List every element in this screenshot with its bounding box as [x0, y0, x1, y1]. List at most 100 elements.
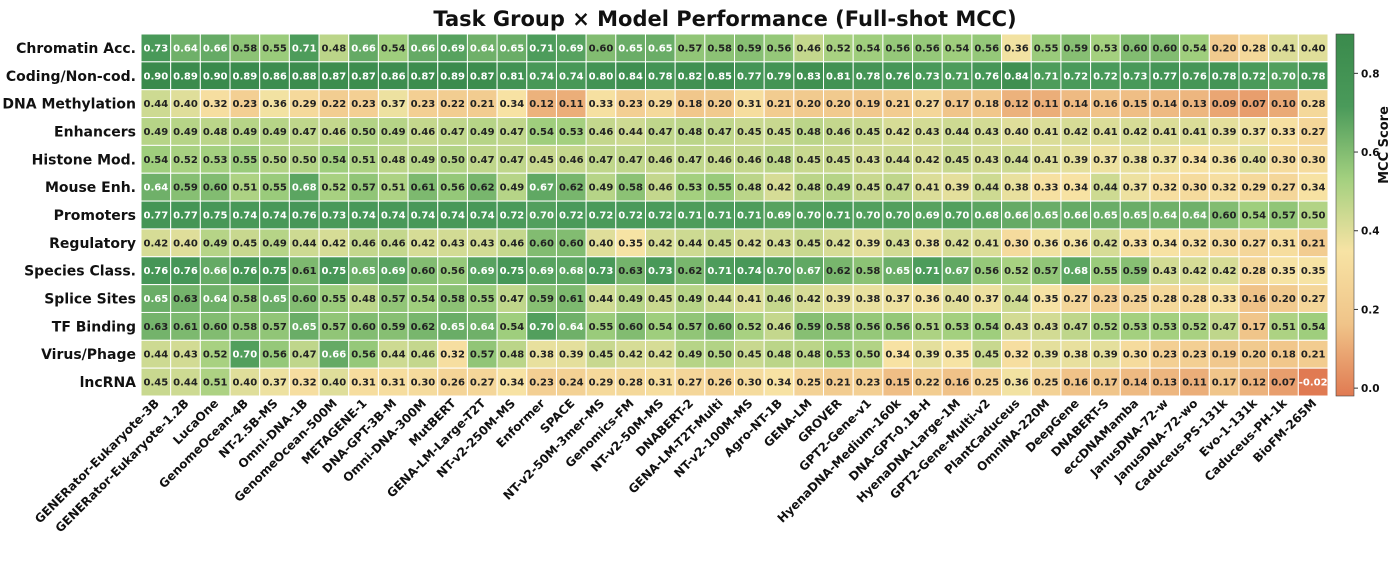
cell-value-label: 0.33	[589, 99, 614, 110]
cell-value-label: 0.44	[885, 155, 910, 166]
cell-value-label: 0.43	[1034, 322, 1059, 333]
cell-value-label: 0.68	[1063, 266, 1088, 277]
row-label: Regulatory	[49, 236, 136, 252]
cell-value-label: 0.57	[1034, 266, 1059, 277]
cell-value-label: 0.54	[143, 155, 168, 166]
heatmap-cell	[1268, 339, 1299, 369]
cell-value-label: 0.71	[945, 71, 970, 82]
cell-value-label: 0.66	[1004, 211, 1029, 222]
cell-value-label: 0.80	[589, 71, 614, 82]
cell-value-label: 0.70	[529, 322, 554, 333]
cell-value-label: 0.45	[767, 127, 792, 138]
cell-value-label: 0.56	[915, 43, 940, 54]
heatmap-cell	[852, 200, 884, 230]
cell-value-label: 0.55	[1034, 43, 1059, 54]
cell-value-label: 0.58	[618, 183, 643, 194]
cell-value-label: 0.19	[1212, 350, 1237, 361]
cell-value-label: 0.30	[1004, 238, 1029, 249]
cell-value-label: 0.45	[826, 155, 851, 166]
cell-value-label: 0.78	[1301, 71, 1326, 82]
heatmap-cell	[140, 33, 172, 63]
heatmap-cell	[1238, 367, 1270, 397]
cell-value-label: 0.53	[203, 155, 228, 166]
heatmap-cell	[1208, 284, 1240, 313]
cell-value-label: 0.74	[470, 211, 495, 222]
cell-value-label: 0.76	[233, 266, 258, 277]
cell-value-label: 0.52	[1182, 322, 1207, 333]
cell-value-label: 0.53	[1152, 322, 1177, 333]
heatmap-cell	[882, 339, 914, 369]
cell-value-label: 0.44	[381, 350, 406, 361]
heatmap-cell	[1179, 33, 1210, 63]
cell-value-label: 0.66	[203, 266, 228, 277]
cell-value-label: 0.58	[233, 322, 258, 333]
cell-value-label: 0.42	[648, 350, 673, 361]
heatmap-cell	[1179, 172, 1210, 202]
cell-value-label: 0.52	[1004, 266, 1029, 277]
heatmap-cell	[377, 200, 409, 230]
cell-value-label: 0.72	[618, 211, 643, 222]
cell-value-label: 0.13	[1152, 378, 1177, 389]
cell-value-label: 0.75	[203, 211, 228, 222]
cell-value-label: 0.78	[856, 71, 881, 82]
cell-value-label: 0.21	[826, 378, 851, 389]
cell-value-label: 0.60	[589, 43, 614, 54]
cell-value-label: 0.53	[1123, 322, 1148, 333]
cell-value-label: 0.28	[1182, 294, 1207, 305]
heatmap-cell	[170, 172, 201, 202]
cell-value-label: 0.23	[1182, 350, 1207, 361]
chart-title: Task Group × Model Performance (Full-sho…	[433, 7, 1016, 31]
cell-value-label: 0.76	[885, 71, 910, 82]
heatmap-cell	[585, 228, 617, 258]
heatmap-cell	[823, 367, 854, 397]
cell-value-label: 0.86	[262, 71, 287, 82]
cell-value-label: 0.15	[885, 378, 910, 389]
cell-value-label: 0.56	[974, 43, 999, 54]
heatmap-cell	[912, 339, 943, 369]
heatmap-cell	[1060, 61, 1092, 91]
heatmap-cell	[793, 339, 825, 369]
cell-value-label: 0.38	[856, 294, 881, 305]
heatmap-cell	[793, 367, 825, 397]
heatmap-cell	[615, 89, 646, 119]
cell-value-label: 0.46	[648, 183, 673, 194]
cell-value-label: 0.72	[1063, 71, 1088, 82]
heatmap-cell	[1297, 367, 1329, 397]
cell-value-label: 0.45	[974, 350, 999, 361]
cell-value-label: 0.42	[796, 294, 821, 305]
cell-value-label: 0.23	[529, 378, 554, 389]
cell-value-label: 0.39	[1212, 127, 1237, 138]
cell-value-label: 0.64	[143, 183, 168, 194]
cell-value-label: 0.64	[173, 43, 198, 54]
heatmap-cell	[555, 311, 587, 341]
heatmap-cell	[971, 117, 1003, 146]
cell-value-label: 0.39	[945, 183, 970, 194]
cell-value-label: 0.59	[173, 183, 198, 194]
cell-value-label: 0.30	[1301, 155, 1326, 166]
heatmap-cell	[1001, 172, 1032, 202]
cell-value-label: 0.60	[292, 294, 317, 305]
cell-value-label: 0.57	[351, 183, 376, 194]
cell-value-label: 0.18	[974, 99, 999, 110]
cell-value-label: 0.23	[856, 378, 881, 389]
cell-value-label: 0.33	[1123, 238, 1148, 249]
heatmap-cell	[674, 117, 706, 146]
cell-value-label: 0.42	[618, 350, 643, 361]
cell-value-label: 0.73	[915, 71, 940, 82]
cell-value-label: 0.45	[529, 155, 554, 166]
heatmap-cell	[466, 367, 498, 397]
heatmap-cell	[585, 256, 617, 286]
heatmap-cell	[318, 311, 350, 341]
cell-value-label: 0.54	[1182, 43, 1207, 54]
cell-value-label: 0.28	[1152, 294, 1177, 305]
cell-value-label: 0.90	[143, 71, 168, 82]
cell-value-label: 0.71	[529, 43, 554, 54]
cell-value-label: 0.52	[1093, 322, 1118, 333]
cell-value-label: 0.21	[767, 99, 792, 110]
cell-value-label: 0.20	[1241, 350, 1266, 361]
heatmap-cell	[288, 33, 320, 63]
heatmap-cell	[704, 228, 736, 258]
cell-value-label: 0.16	[1063, 378, 1088, 389]
cell-value-label: 0.41	[1182, 127, 1207, 138]
cell-value-label: 0.51	[351, 155, 376, 166]
